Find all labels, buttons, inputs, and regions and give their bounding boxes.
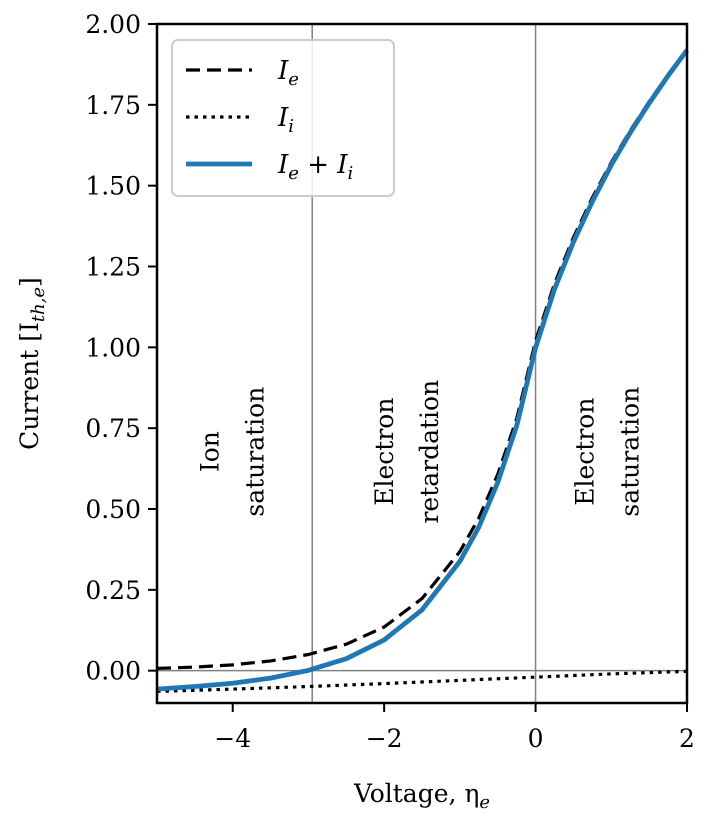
legend: Ie Ii Ie + Ii: [171, 39, 395, 197]
legend-label-ie: Ie: [277, 56, 299, 90]
y-axis-label-main: Current [I: [15, 322, 44, 450]
x-axis-label: Voltage, ηe: [353, 779, 490, 813]
y-tick-label: 0.75: [85, 414, 141, 443]
region-label-line: Electron: [571, 398, 600, 506]
y-tick-label: 0.00: [85, 657, 141, 686]
legend-box: [171, 39, 395, 197]
x-tick-label: −4: [214, 724, 251, 753]
legend-label-sum: Ie + Ii: [277, 150, 353, 184]
region-label-0: Ion saturation: [196, 387, 270, 517]
y-tick-label: 1.25: [85, 253, 141, 282]
x-axis-label-sub: e: [479, 792, 490, 813]
plot-frame: [155, 22, 689, 705]
y-axis-label-close: ]: [15, 277, 44, 287]
x-tick-label: 2: [679, 724, 695, 753]
series-line-2: [156, 48, 689, 692]
region-annotations: Ion saturation Electron retardation Electron…: [196, 380, 645, 524]
region-label-1: Electron retardation: [370, 380, 444, 524]
region-label-line: Electron: [370, 398, 399, 506]
x-tick-label: −2: [366, 724, 403, 753]
region-label-line: saturation: [241, 387, 270, 517]
series-layer: [156, 48, 689, 693]
x-axis-ticks: −4 −2 0 2: [214, 703, 695, 753]
y-tick-label: 0.25: [85, 576, 141, 605]
region-label-line: saturation: [616, 387, 645, 517]
x-axis-label-main: Voltage, η: [353, 779, 479, 808]
region-label-line: Ion: [196, 431, 225, 472]
region-label-2: Electron saturation: [571, 387, 645, 517]
y-axis-label: Current [Ith,e]: [15, 277, 49, 450]
y-tick-label: 1.50: [85, 172, 141, 201]
series-line-1: [156, 669, 688, 693]
y-axis-label-sub: th,e: [28, 287, 49, 322]
y-tick-label: 1.00: [85, 333, 141, 362]
y-tick-label: 2.00: [85, 10, 141, 39]
x-tick-label: 0: [528, 724, 544, 753]
y-tick-label: 0.50: [85, 495, 141, 524]
region-label-line: retardation: [415, 380, 444, 524]
y-tick-label: 1.75: [85, 91, 141, 120]
y-axis-ticks: 0.00 0.25 0.50 0.75 1.00 1.25 1.50 1.75 2.00: [85, 10, 157, 686]
legend-label-ii: Ii: [277, 103, 294, 137]
